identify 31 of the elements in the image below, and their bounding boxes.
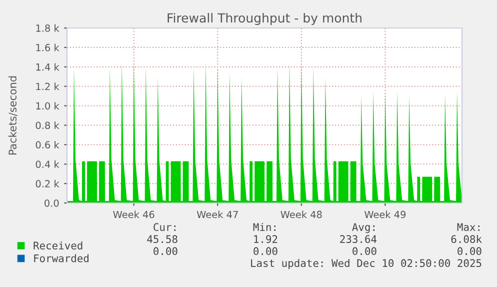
x-tick-label: Week 47 <box>196 210 238 218</box>
x-tick-label: Week 49 <box>364 210 406 218</box>
y-axis-title: Packets/second <box>8 76 18 155</box>
text: 45.58 <box>147 235 178 244</box>
text: 0.00 <box>154 247 178 256</box>
y-tick-label: 0.2 k <box>36 180 60 188</box>
y-tick-label: 0.8 k <box>36 122 60 130</box>
y-tick-label: 1.4 k <box>36 63 60 71</box>
text: 0.00 <box>254 247 278 256</box>
chart-title: Firewall Throughput - by month <box>168 12 362 26</box>
y-tick-label: 1.0 k <box>36 102 60 110</box>
y-tick-label: 0.4 k <box>36 160 60 168</box>
legend-label: Received <box>34 241 82 250</box>
text: 233.64 <box>340 235 377 244</box>
text: 0.00 <box>352 247 376 256</box>
text: Last update: Wed Dec 10 02:50:00 2025 <box>251 258 482 270</box>
text: Avg: <box>352 223 374 234</box>
y-tick-label: 1.2 k <box>36 82 60 90</box>
text: 1.92 <box>254 235 278 244</box>
x-tick-label: Week 46 <box>113 210 154 218</box>
text: 0.00 <box>458 247 482 256</box>
y-tick-label: 0.6 k <box>36 140 60 148</box>
y-tick-label: 0.0 <box>44 199 59 207</box>
text: Min: <box>253 222 276 231</box>
y-tick-label: 1.6 k <box>36 44 60 52</box>
legend-label: Forwarded <box>34 254 88 262</box>
text: Cur: <box>154 223 176 232</box>
text: Max: <box>457 223 480 232</box>
text: 6.08k <box>451 234 482 244</box>
y-tick-label: 1.8 k <box>36 24 60 32</box>
x-tick-label: Week 48 <box>280 210 322 218</box>
